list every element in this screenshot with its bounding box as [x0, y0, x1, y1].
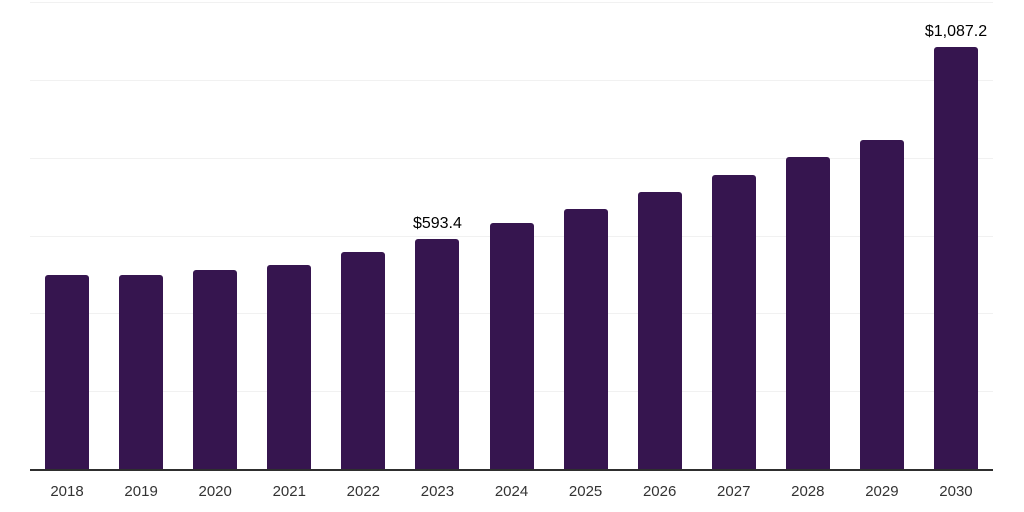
bar-column-2025	[549, 3, 623, 470]
x-axis-label-2027: 2027	[717, 483, 751, 500]
bar-2021	[267, 265, 312, 470]
bar-column-2018	[30, 3, 104, 470]
bar-column-2023: $593.4	[400, 3, 474, 470]
gridline-1200	[30, 2, 993, 3]
bar-column-2019	[104, 3, 178, 470]
bar-column-2024	[474, 3, 548, 470]
x-axis-label-2026: 2026	[642, 483, 677, 500]
bar-column-2020	[178, 3, 252, 470]
x-axis-label-2019: 2019	[124, 483, 158, 500]
x-axis-label-2028: 2028	[791, 483, 825, 500]
bar-column-2027	[697, 3, 771, 470]
x-axis-labels: 2018 2019 2020 2021 2022 2023 2024 2025 2026 2027…	[30, 483, 993, 501]
bar-value-label-2023: $593.4	[412, 215, 462, 233]
x-axis-label-2023: 2023	[420, 483, 455, 500]
x-axis-label-2029: 2029	[865, 483, 899, 500]
x-axis-label-2025: 2025	[568, 483, 603, 500]
gridline-1000	[30, 79, 993, 81]
x-axis-label-2020: 2020	[198, 483, 232, 500]
bar-series: $593.4 $1,087.2	[30, 3, 993, 470]
x-axis-label-2018: 2018	[50, 483, 84, 500]
bar-column-2021	[252, 3, 326, 470]
bar-2024	[489, 222, 534, 470]
gridline-800	[30, 157, 993, 159]
bar-2018	[45, 274, 90, 470]
bar-column-2022	[326, 3, 400, 470]
bar-value-label-2030: $1,087.2	[924, 22, 988, 40]
bar-2022	[341, 252, 386, 470]
x-axis-label-2022: 2022	[346, 483, 381, 500]
bar-2025	[563, 208, 608, 470]
bar-2027	[711, 175, 756, 470]
x-axis-line	[30, 469, 993, 471]
bar-2019	[119, 275, 164, 470]
plot-area: $593.4 $1,087.2	[30, 2, 993, 471]
x-axis-label-2021: 2021	[272, 483, 306, 500]
bar-column-2029	[845, 3, 919, 470]
bar-column-2030: $1,087.2	[919, 3, 993, 470]
bar-column-2028	[771, 3, 845, 470]
bar-2028	[785, 157, 830, 470]
x-axis-label-2030: 2030	[939, 483, 973, 500]
x-axis-label-2024: 2024	[494, 483, 529, 500]
bar-column-2026	[623, 3, 697, 470]
bar-2030	[933, 46, 978, 470]
bar-2020	[193, 270, 238, 470]
bar-2026	[637, 192, 682, 470]
bar-2029	[859, 139, 904, 470]
bar-2023	[415, 239, 460, 470]
